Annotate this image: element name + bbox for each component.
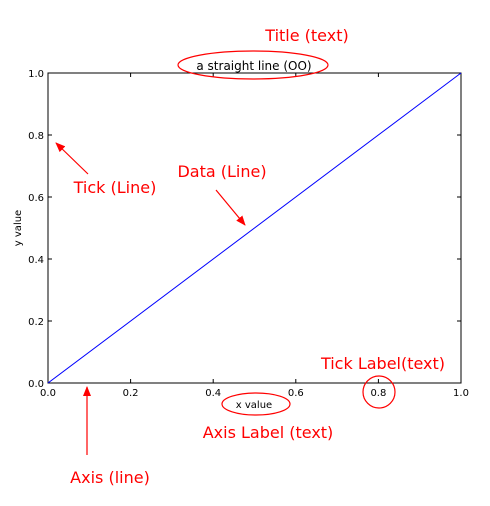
x-tick-label: 0.2: [123, 388, 139, 399]
x-axis-label: x value: [236, 400, 272, 411]
y-axis-label: y value: [13, 210, 24, 246]
data-arrow: [215, 189, 246, 226]
annotation-axis-label: Axis Label (text): [203, 423, 334, 442]
tick-label-highlight-circle: [362, 375, 396, 409]
y-tick-label: 0.6: [28, 193, 44, 204]
axes-frame: [47, 72, 462, 384]
annotation-axis: Axis (line): [70, 468, 150, 487]
y-tick-label: 1.0: [28, 69, 44, 80]
x-tick-label: 0.4: [205, 388, 221, 399]
x-tick-label: 0.0: [40, 388, 56, 399]
y-tick-label: 0.4: [28, 255, 44, 266]
annotation-tick-label: Tick Label(text): [320, 354, 445, 373]
x-tick-label: 0.8: [370, 388, 386, 399]
chart-title: a straight line (OO): [196, 59, 311, 73]
annotation-overlay: Title (text) Tick (Line) Data (Line) Tic…: [55, 26, 445, 487]
series-line: [47, 72, 462, 384]
y-tick-label: 0.0: [28, 379, 44, 390]
title-highlight-ellipse: [177, 50, 329, 80]
annotation-title: Title (text): [264, 26, 348, 45]
y-tick-label: 0.2: [28, 317, 44, 328]
tick-arrow: [55, 142, 89, 175]
y-axis-ticks: 0.0 0.2 0.4 0.6 0.8 1.0: [28, 69, 461, 390]
annotation-data: Data (Line): [177, 162, 266, 181]
annotation-tick: Tick (Line): [73, 178, 157, 197]
y-tick-label: 0.8: [28, 131, 44, 142]
x-tick-label: 0.6: [288, 388, 304, 399]
x-axis-ticks: 0.0 0.2 0.4 0.6 0.8 1.0: [40, 73, 469, 399]
axis-label-highlight-ellipse: [221, 392, 291, 416]
series-layer: [47, 72, 462, 384]
x-tick-label: 1.0: [453, 388, 469, 399]
